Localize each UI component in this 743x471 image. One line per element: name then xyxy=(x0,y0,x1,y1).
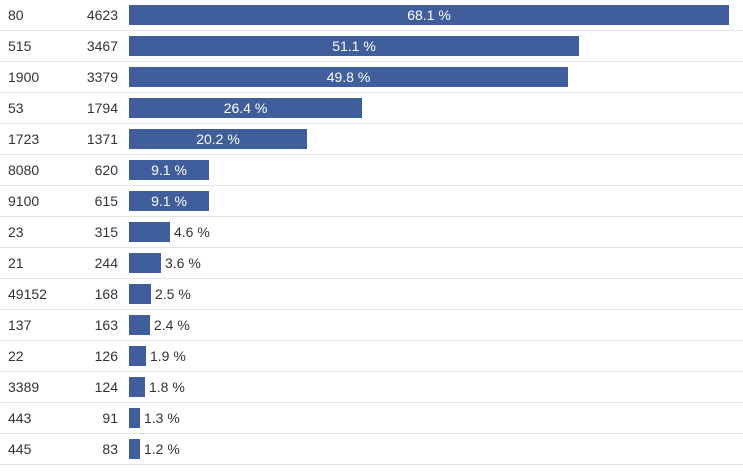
count-label: 615 xyxy=(94,193,118,209)
port-label: 22 xyxy=(8,348,24,364)
table-row: 445 83 1.2 % xyxy=(0,434,743,465)
table-row: 1723 1371 20.2 % xyxy=(0,124,743,155)
percent-label: 1.9 % xyxy=(150,348,186,364)
bar xyxy=(129,98,362,118)
bar xyxy=(129,315,150,335)
port-label: 53 xyxy=(8,100,24,116)
bar xyxy=(129,253,161,273)
port-label: 8080 xyxy=(8,162,40,178)
percent-label: 20.2 % xyxy=(196,131,240,147)
percent-label: 1.2 % xyxy=(144,441,180,457)
table-row: 515 3467 51.1 % xyxy=(0,31,743,62)
bar xyxy=(129,346,146,366)
table-row: 53 1794 26.4 % xyxy=(0,93,743,124)
port-label: 3389 xyxy=(8,379,40,395)
port-label: 445 xyxy=(8,441,32,457)
table-row: 49152 168 2.5 % xyxy=(0,279,743,310)
port-label: 1723 xyxy=(8,131,40,147)
table-row: 9100 615 9.1 % xyxy=(0,186,743,217)
port-label: 515 xyxy=(8,38,32,54)
percent-label: 1.3 % xyxy=(144,410,180,426)
percent-label: 68.1 % xyxy=(407,7,451,23)
table-row: 8080 620 9.1 % xyxy=(0,155,743,186)
port-label: 1900 xyxy=(8,69,40,85)
count-label: 126 xyxy=(94,348,118,364)
port-label: 9100 xyxy=(8,193,40,209)
count-label: 244 xyxy=(94,255,118,271)
bar xyxy=(129,160,209,180)
port-label: 49152 xyxy=(8,286,47,302)
port-label: 443 xyxy=(8,410,32,426)
bar xyxy=(129,129,307,149)
bar xyxy=(129,36,579,56)
table-row: 1900 3379 49.8 % xyxy=(0,62,743,93)
port-label: 23 xyxy=(8,224,24,240)
port-label: 137 xyxy=(8,317,32,333)
percent-label: 4.6 % xyxy=(174,224,210,240)
count-label: 620 xyxy=(94,162,118,178)
table-row: 80 4623 68.1 % xyxy=(0,0,743,31)
percent-label: 3.6 % xyxy=(165,255,201,271)
percent-label: 9.1 % xyxy=(151,162,187,178)
bar xyxy=(129,67,568,87)
percent-label: 26.4 % xyxy=(223,100,268,116)
bar xyxy=(129,439,140,459)
count-label: 168 xyxy=(94,286,118,302)
percent-label: 49.8 % xyxy=(326,69,371,85)
count-label: 1371 xyxy=(86,131,118,147)
port-label: 21 xyxy=(8,255,24,271)
table-row: 443 91 1.3 % xyxy=(0,403,743,434)
bar xyxy=(129,377,145,397)
table-row: 22 126 1.9 % xyxy=(0,341,743,372)
table-row: 23 315 4.6 % xyxy=(0,217,743,248)
bar xyxy=(129,284,151,304)
count-label: 124 xyxy=(94,379,118,395)
bar xyxy=(129,191,209,211)
bar xyxy=(129,222,170,242)
table-row: 21 244 3.6 % xyxy=(0,248,743,279)
table-row: 137 163 2.4 % xyxy=(0,310,743,341)
bar xyxy=(129,5,729,25)
port-label: 80 xyxy=(8,7,24,23)
count-label: 163 xyxy=(94,317,118,333)
bar xyxy=(129,408,140,428)
count-label: 3467 xyxy=(86,38,118,54)
count-label: 4623 xyxy=(86,7,118,23)
count-label: 1794 xyxy=(86,100,118,116)
percent-label: 51.1 % xyxy=(332,38,376,54)
percent-label: 2.5 % xyxy=(155,286,191,302)
count-label: 91 xyxy=(102,410,118,426)
percent-label: 2.4 % xyxy=(154,317,190,333)
count-label: 315 xyxy=(94,224,118,240)
table-row: 3389 124 1.8 % xyxy=(0,372,743,403)
percent-label: 9.1 % xyxy=(151,193,187,209)
count-label: 3379 xyxy=(86,69,118,85)
count-label: 83 xyxy=(102,441,118,457)
percent-label: 1.8 % xyxy=(149,379,185,395)
